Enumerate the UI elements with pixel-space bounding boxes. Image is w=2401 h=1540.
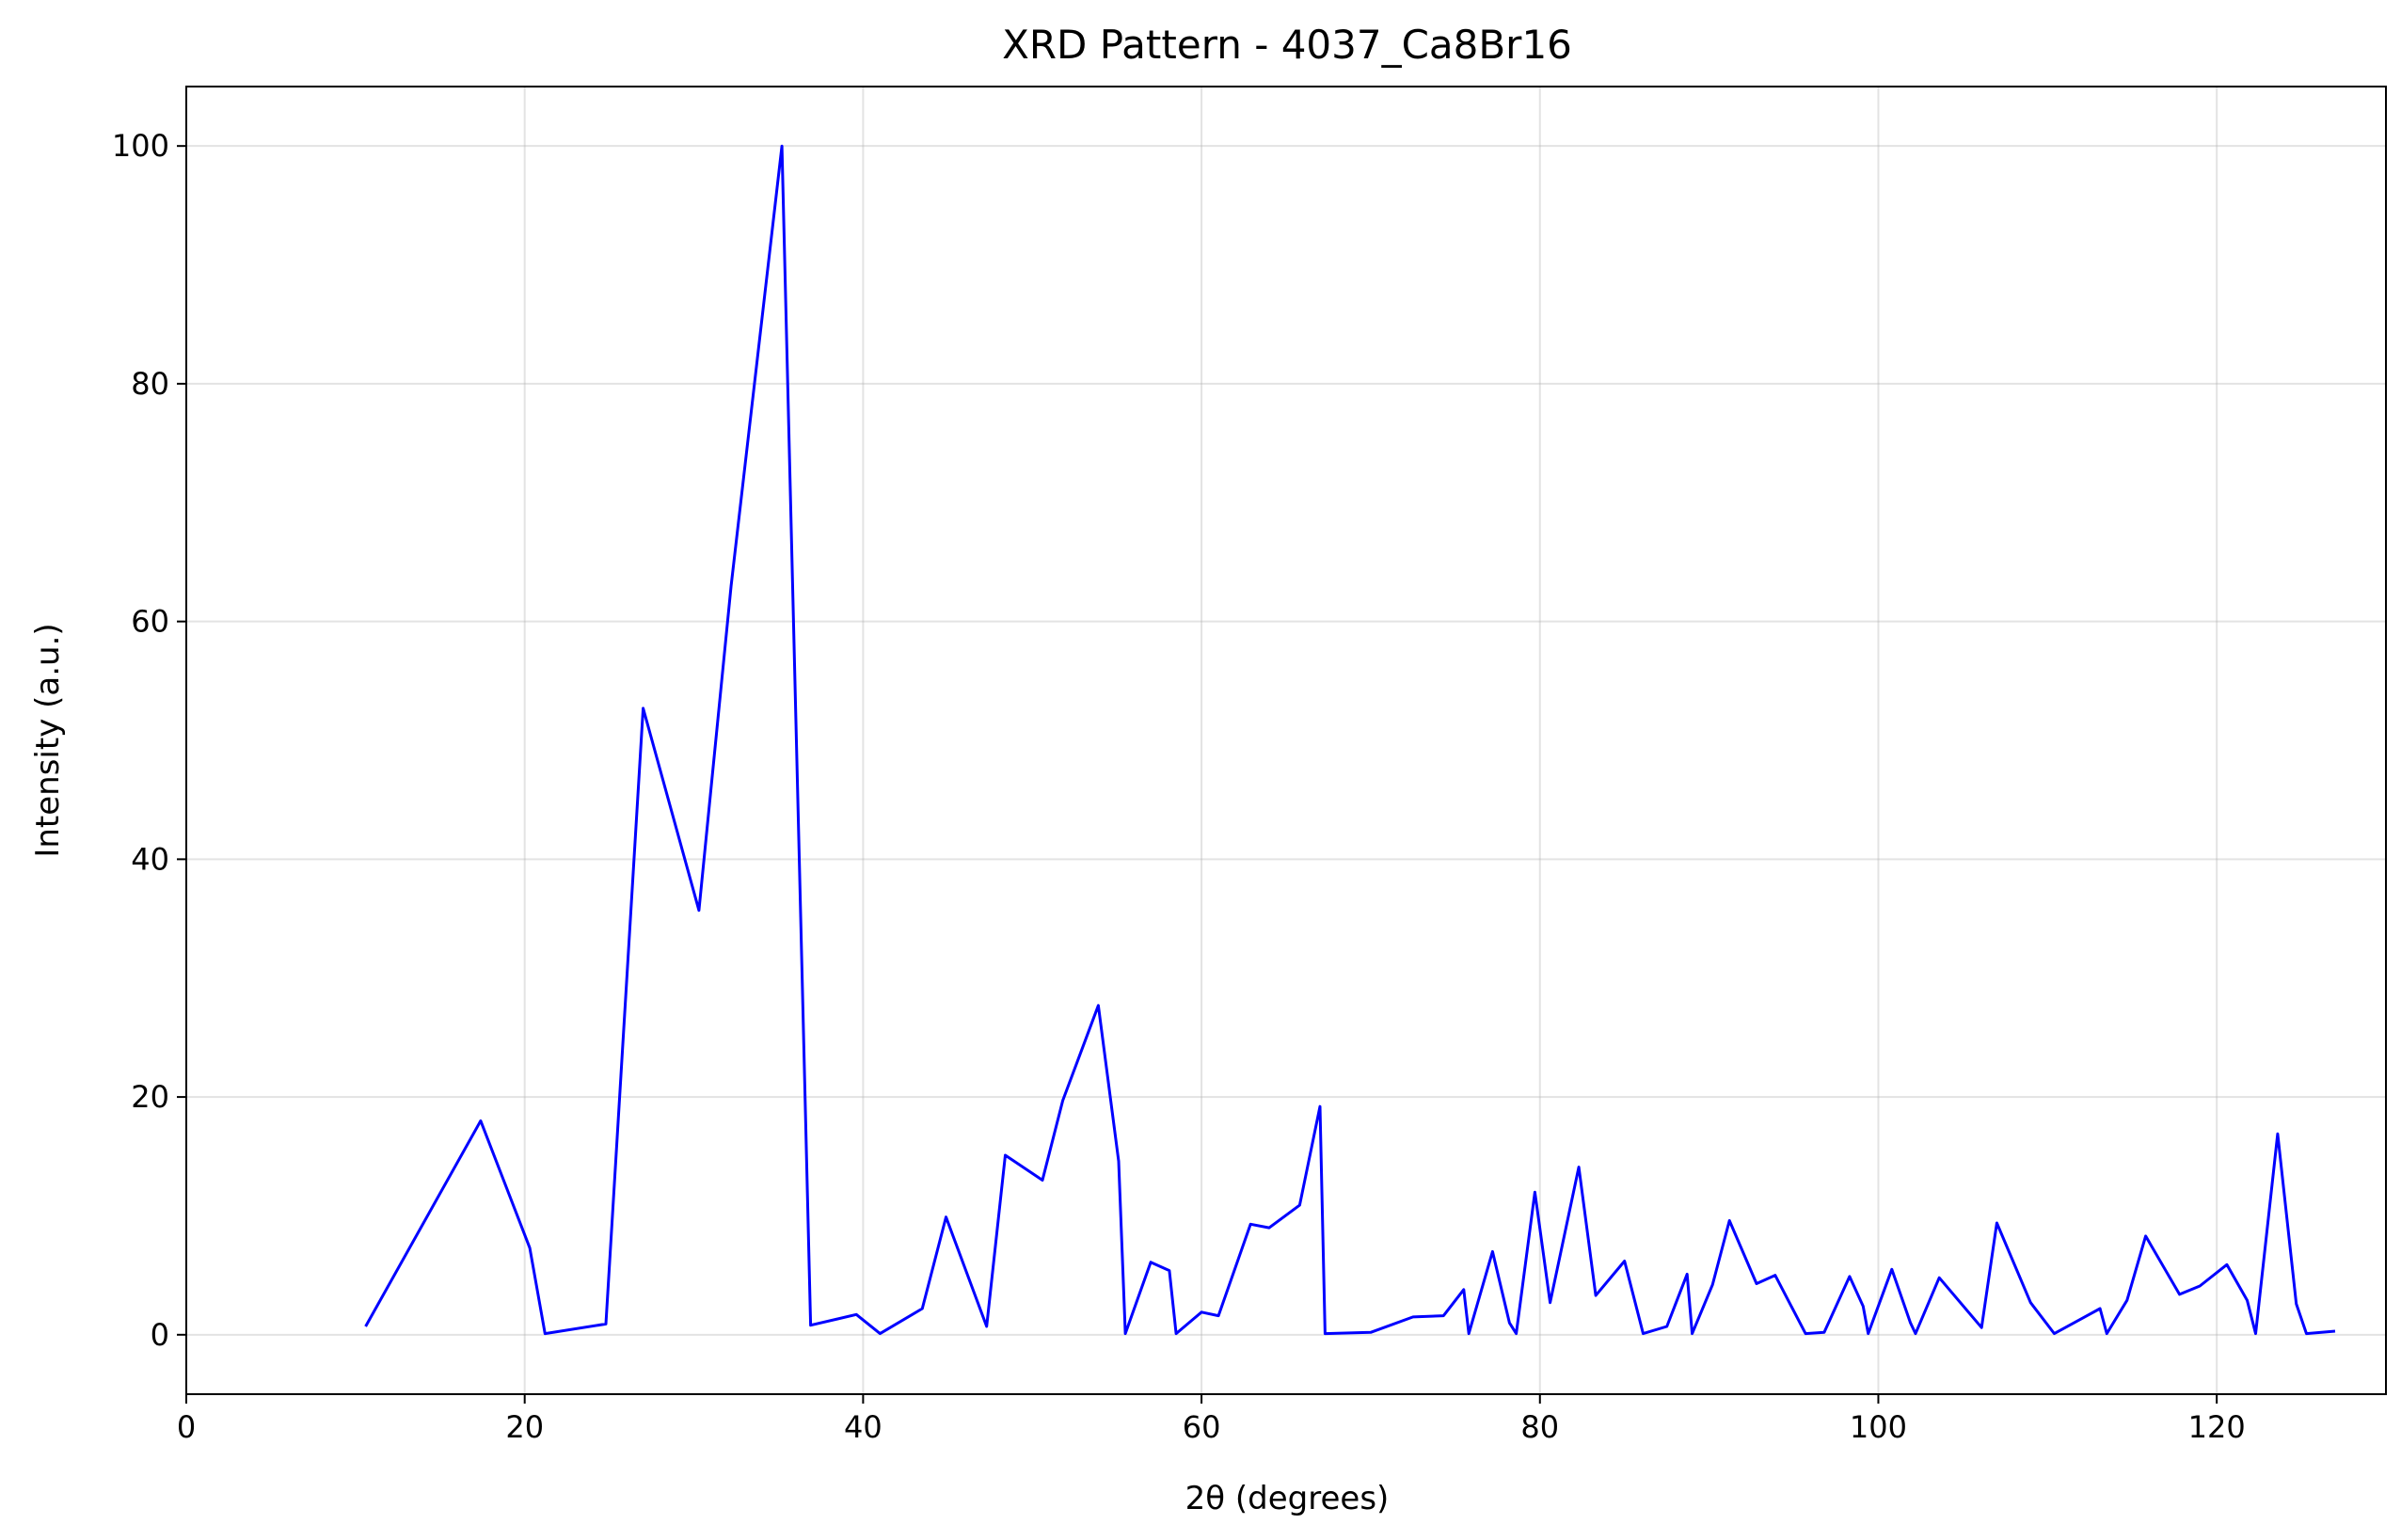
y-axis-label: Intensity (a.u.) [29, 623, 67, 857]
y-tick-label: 40 [131, 841, 169, 877]
x-axis-ticks: 0 20 40 60 80 100 120 [177, 1394, 2246, 1445]
y-axis-ticks: 0 20 40 60 80 100 [112, 128, 186, 1353]
x-tick-label: 40 [844, 1409, 882, 1445]
plot-frame [185, 86, 2387, 1395]
x-tick-label: 100 [1850, 1409, 1907, 1445]
y-tick-label: 20 [131, 1079, 169, 1115]
x-tick-label: 20 [505, 1409, 544, 1445]
x-tick-label: 120 [2188, 1409, 2246, 1445]
x-tick-label: 80 [1520, 1409, 1559, 1445]
series-layer [364, 144, 2336, 1336]
chart-title: XRD Pattern - 4037_Ca8Br16 [1002, 22, 1572, 68]
x-axis-label: 2θ (degrees) [1185, 1480, 1390, 1517]
y-tick-label: 100 [112, 128, 169, 164]
series-line [364, 144, 2336, 1336]
y-tick-label: 0 [151, 1317, 169, 1353]
grid-lines [185, 87, 2386, 1394]
y-tick-label: 80 [131, 366, 169, 402]
x-tick-label: 60 [1183, 1409, 1221, 1445]
x-tick-label: 0 [177, 1409, 196, 1445]
y-tick-label: 60 [131, 604, 169, 640]
